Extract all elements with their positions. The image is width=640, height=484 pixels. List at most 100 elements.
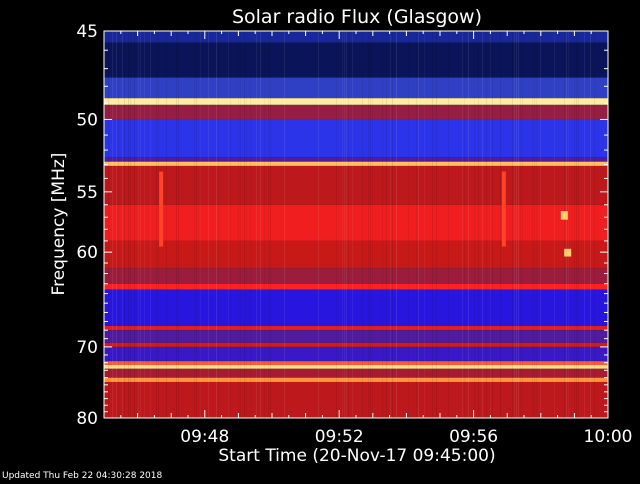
frequency-band bbox=[104, 42, 608, 78]
frequency-band bbox=[104, 283, 608, 290]
noise-stripe bbox=[244, 31, 245, 418]
noise-stripe bbox=[128, 31, 129, 418]
frequency-band bbox=[104, 77, 608, 99]
noise-stripe bbox=[228, 31, 229, 418]
noise-stripe bbox=[574, 31, 575, 418]
noise-stripe bbox=[200, 31, 201, 418]
radio-burst bbox=[560, 211, 568, 220]
noise-stripe bbox=[590, 31, 591, 418]
noise-stripe bbox=[554, 31, 555, 418]
noise-stripe bbox=[318, 31, 319, 418]
x-axis: 09:48 09:52 09:56 10:00 bbox=[103, 31, 633, 447]
noise-stripe bbox=[594, 31, 595, 418]
noise-stripe bbox=[238, 31, 239, 418]
frequency-band bbox=[104, 268, 608, 284]
noise-stripe bbox=[486, 31, 487, 418]
x-tick-label: 10:00 bbox=[584, 427, 633, 447]
noise-stripe bbox=[178, 31, 179, 418]
noise-stripe bbox=[134, 31, 135, 418]
noise-stripe bbox=[482, 31, 483, 418]
noise-stripe bbox=[534, 31, 535, 418]
noise-stripe bbox=[230, 31, 231, 418]
noise-stripe bbox=[260, 31, 261, 418]
noise-stripe bbox=[344, 31, 345, 418]
noise-stripe bbox=[138, 31, 139, 418]
noise-stripe bbox=[516, 31, 517, 418]
noise-stripe bbox=[578, 31, 579, 418]
noise-stripe bbox=[518, 31, 519, 418]
noise-stripe bbox=[144, 31, 145, 418]
frequency-band bbox=[104, 104, 608, 120]
noise-stripe bbox=[390, 31, 391, 418]
frequency-band bbox=[104, 381, 608, 418]
noise-stripe bbox=[462, 31, 463, 418]
frequency-band bbox=[104, 157, 608, 162]
frequency-band bbox=[104, 368, 608, 378]
noise-stripe bbox=[158, 31, 159, 418]
noise-stripe bbox=[408, 31, 409, 418]
noise-stripe bbox=[208, 31, 209, 418]
noise-stripe bbox=[176, 31, 177, 418]
noise-stripe bbox=[140, 31, 141, 418]
noise-stripe bbox=[382, 31, 383, 418]
frequency-band bbox=[104, 325, 608, 331]
noise-stripe bbox=[584, 31, 585, 418]
y-tick-label: 55 bbox=[76, 183, 98, 203]
y-axis-label: Frequency [MHz] bbox=[49, 153, 69, 296]
chart-title: Solar radio Flux (Glasgow) bbox=[232, 6, 482, 28]
y-tick-label: 70 bbox=[76, 338, 98, 358]
noise-stripe bbox=[490, 31, 491, 418]
noise-stripe bbox=[432, 31, 433, 418]
frequency-band bbox=[104, 342, 608, 347]
noise-stripe bbox=[474, 31, 475, 418]
noise-stripe bbox=[342, 31, 343, 418]
plot-area bbox=[104, 31, 608, 418]
noise-stripe bbox=[536, 31, 537, 418]
x-axis-label: Start Time (20-Nov-17 09:45:00) bbox=[218, 446, 495, 466]
frequency-band bbox=[104, 361, 608, 366]
noise-stripe bbox=[362, 31, 363, 418]
noise-stripe bbox=[352, 31, 353, 418]
y-tick-label: 80 bbox=[76, 409, 98, 429]
noise-stripe bbox=[416, 31, 417, 418]
noise-stripe bbox=[370, 31, 371, 418]
noise-stripe bbox=[268, 31, 269, 418]
radio-burst bbox=[501, 171, 506, 247]
noise-stripe bbox=[218, 31, 219, 418]
frequency-band bbox=[104, 98, 608, 105]
noise-stripe bbox=[500, 31, 501, 418]
noise-stripe bbox=[520, 31, 521, 418]
noise-stripe bbox=[386, 31, 387, 418]
noise-stripe bbox=[522, 31, 523, 418]
noise-stripe bbox=[150, 31, 151, 418]
y-tick-label: 50 bbox=[76, 110, 98, 130]
noise-stripe bbox=[464, 31, 465, 418]
noise-stripe bbox=[156, 31, 157, 418]
noise-stripe bbox=[372, 31, 373, 418]
frequency-band bbox=[104, 119, 608, 158]
frequency-band bbox=[104, 161, 608, 166]
radio-burst bbox=[564, 248, 572, 257]
noise-stripe bbox=[270, 31, 271, 418]
frequency-band bbox=[104, 240, 608, 269]
noise-stripe bbox=[564, 31, 565, 418]
noise-stripe bbox=[112, 31, 113, 418]
noise-stripe bbox=[424, 31, 425, 418]
noise-stripe bbox=[284, 31, 285, 418]
noise-stripe bbox=[392, 31, 393, 418]
noise-stripe bbox=[566, 31, 567, 418]
noise-stripe bbox=[130, 31, 131, 418]
noise-stripe bbox=[116, 31, 117, 418]
y-tick-label: 45 bbox=[76, 22, 98, 42]
noise-stripe bbox=[348, 31, 349, 418]
noise-stripe bbox=[194, 31, 195, 418]
noise-stripe bbox=[122, 31, 123, 418]
noise-stripe bbox=[166, 31, 167, 418]
y-axis: 45 50 55 60 70 80 bbox=[76, 22, 608, 429]
noise-stripe bbox=[418, 31, 419, 418]
noise-stripe bbox=[118, 31, 119, 418]
noise-stripe bbox=[256, 31, 257, 418]
noise-stripe bbox=[368, 31, 369, 418]
x-tick-label: 09:56 bbox=[449, 427, 498, 447]
